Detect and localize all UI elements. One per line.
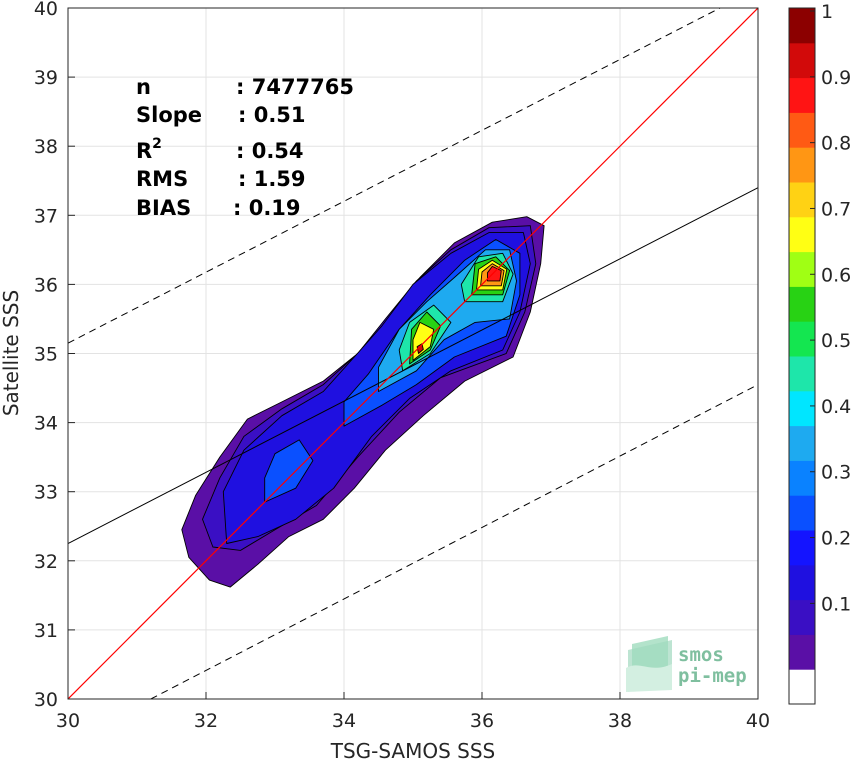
stat-value-n: : 7477765 [236, 75, 354, 99]
x-tick-label: 36 [470, 710, 494, 732]
colorbar-tick-label: 0.8 [821, 133, 851, 155]
colorbar-segment [789, 147, 815, 183]
y-tick-label: 33 [34, 482, 58, 504]
y-tick-label: 30 [34, 689, 58, 711]
colorbar-segment [789, 112, 815, 148]
colorbar-segment [789, 286, 815, 322]
colorbar-segment [789, 425, 815, 461]
density-contour [487, 265, 502, 282]
reference-lines [68, 8, 758, 699]
colorbar-segment [789, 530, 815, 566]
x-axis-label: TSG-SAMOS SSS [330, 739, 496, 763]
logo-text-line1: smos [678, 644, 724, 666]
y-tick-label: 35 [34, 344, 58, 366]
y-tick-label: 31 [34, 620, 58, 642]
x-tick-label: 34 [332, 710, 356, 732]
dashed-bound-line [150, 384, 758, 699]
stat-value-r2: : 0.54 [236, 139, 304, 163]
colorbar-frame [788, 7, 816, 705]
dashed-bound-line [68, 8, 721, 344]
colorbar-segment [789, 564, 815, 601]
x-tick-label: 32 [194, 710, 218, 732]
y-tick-label: 39 [34, 67, 58, 89]
logo-mark-icon [626, 636, 672, 692]
stat-value-slope: : 0.51 [238, 103, 306, 127]
colorbar-segment [789, 216, 815, 253]
y-tick-label: 40 [34, 0, 58, 20]
stat-label-rms: RMS [136, 167, 188, 191]
colorbar-segment [789, 634, 815, 670]
colorbar-tick-label: 1 [821, 1, 833, 23]
one-to-one-line [68, 8, 758, 699]
density-contour [264, 439, 314, 503]
y-tick-label: 36 [34, 274, 58, 296]
colorbar-segment [789, 321, 815, 357]
colorbar-tick-label: 0.4 [821, 396, 851, 418]
colorbar-ticks: 0.1 0.2 0.3 0.4 0.5 0.6 0.7 0.8 0.9 1 [810, 1, 851, 615]
colorbar-segment [789, 182, 815, 218]
stat-label-slope: Slope [136, 103, 202, 127]
y-tick-label: 34 [34, 413, 58, 435]
colorbar [788, 7, 816, 705]
colorbar-tick-label: 0.5 [821, 330, 851, 352]
colorbar-segment [789, 251, 815, 287]
y-axis-label: Satellite SSS [0, 290, 23, 416]
smos-pi-mep-logo: smos pi-mep [626, 636, 747, 692]
y-tick-label: 32 [34, 551, 58, 573]
x-tick-label: 40 [746, 710, 770, 732]
colorbar-tick-label: 0.9 [821, 67, 851, 89]
stat-label-n: n [136, 75, 151, 99]
colorbar-tick-label: 0.6 [821, 264, 851, 286]
stat-value-bias: : 0.19 [233, 196, 301, 220]
colorbar-tick-label: 0.1 [821, 593, 851, 615]
colorbar-segment [789, 495, 815, 531]
colorbar-segment [789, 390, 815, 427]
regression-fit-line [68, 187, 758, 544]
colorbar-segment [789, 356, 815, 392]
colorbar-segment [789, 599, 815, 635]
colorbar-segment [789, 42, 815, 79]
stat-label-r2: R2 [136, 136, 162, 163]
colorbar-segment [789, 460, 815, 496]
colorbar-tick-label: 0.7 [821, 198, 851, 220]
colorbar-segment [789, 8, 815, 44]
y-tick-label: 37 [34, 205, 58, 227]
stat-label-bias: BIAS [136, 196, 191, 220]
stat-value-rms: : 1.59 [238, 167, 306, 191]
y-axis-ticks: 30 31 32 33 34 35 36 37 38 39 40 [34, 0, 75, 711]
logo-text-line2: pi-mep [678, 665, 747, 687]
colorbar-tick-label: 0.3 [821, 462, 851, 484]
y-tick-label: 38 [34, 136, 58, 158]
x-tick-label: 38 [608, 710, 632, 732]
colorbar-segment [789, 669, 815, 705]
x-tick-label: 30 [56, 710, 80, 732]
colorbar-segment [789, 77, 815, 113]
x-axis-ticks: 30 32 34 36 38 40 [56, 692, 770, 732]
colorbar-tick-label: 0.2 [821, 528, 851, 550]
stats-box: n : 7477765 Slope : 0.51 R2 : 0.54 RMS :… [136, 75, 354, 220]
